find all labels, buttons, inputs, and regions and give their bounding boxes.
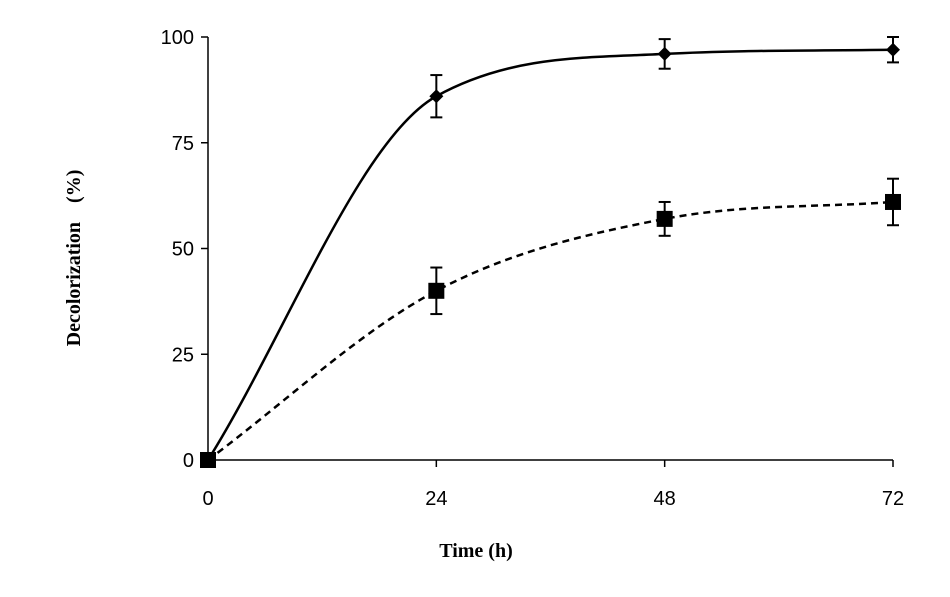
series-1-point — [657, 46, 672, 61]
axes — [201, 36, 894, 467]
series-2-line — [207, 200, 894, 462]
series-1-line — [206, 48, 894, 461]
series-1-point — [886, 42, 900, 57]
series-2-point — [656, 210, 673, 227]
series-2-point — [885, 193, 901, 210]
y-tick-label: 75 — [172, 133, 194, 155]
y-tick-label: 0 — [183, 450, 194, 472]
y-tick-label: 50 — [172, 239, 194, 261]
x-tick-label: 24 — [425, 488, 447, 510]
x-tick-label: 48 — [654, 488, 676, 510]
labels-layer: Time (h) Decolorization (%) 0 25 50 75 100 0 2… — [63, 27, 904, 562]
series-1-point — [429, 89, 444, 104]
series-layer — [200, 36, 901, 468]
y-axis-title: Decolorization (%) — [63, 170, 85, 347]
x-axis-title: Time (h) — [439, 540, 513, 562]
series-2-point — [200, 452, 216, 468]
x-tick-label: 72 — [882, 488, 904, 510]
y-tick-label: 25 — [172, 344, 194, 366]
y-tick-label: 100 — [161, 27, 194, 49]
x-tick-label: 0 — [202, 488, 213, 510]
series-2-point — [428, 282, 445, 299]
